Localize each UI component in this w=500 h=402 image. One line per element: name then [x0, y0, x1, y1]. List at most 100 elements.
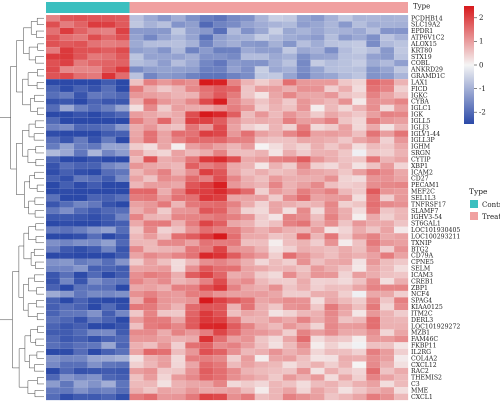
heatmap-cell [171, 156, 186, 163]
heatmap-cell [115, 265, 130, 272]
heatmap-cell [73, 239, 89, 247]
heatmap-cell [73, 367, 89, 375]
heatmap-cell [379, 59, 395, 67]
heatmap-cell [226, 130, 242, 138]
heatmap-cell [282, 181, 297, 189]
heatmap-cell [45, 168, 61, 176]
heatmap-cell [310, 149, 325, 157]
heatmap-cell [198, 79, 214, 86]
heatmap-cell [129, 380, 144, 388]
heatmap-cell [379, 297, 395, 305]
heatmap-cell [393, 85, 409, 93]
heatmap-cell [296, 14, 311, 22]
heatmap-cell [254, 168, 270, 176]
heatmap-cell [129, 290, 144, 298]
heatmap-cell [352, 252, 367, 260]
heatmap-cell [338, 252, 353, 260]
heatmap-cell [393, 329, 409, 337]
heatmap-cell [366, 46, 381, 54]
heatmap-cell [198, 284, 214, 292]
heatmap-cell [240, 91, 256, 99]
heatmap-cell [366, 111, 381, 118]
heatmap-cell [115, 40, 130, 48]
heatmap-cell [352, 104, 367, 112]
heatmap-cell [296, 226, 311, 234]
heatmap-cell [240, 85, 256, 93]
heatmap-cell [115, 149, 130, 157]
heatmap-cell [254, 290, 270, 298]
heatmap-cell [282, 387, 297, 394]
heatmap-cell [198, 117, 214, 125]
heatmap-cell [324, 104, 339, 112]
heatmap-cell [101, 297, 116, 305]
heatmap-cell [240, 181, 256, 189]
heatmap-cell [226, 322, 242, 330]
heatmap-cell [240, 374, 256, 382]
heatmap-cell [45, 79, 61, 86]
heatmap-cell [212, 354, 228, 362]
heatmap-cell [296, 354, 311, 362]
heatmap-cell [324, 297, 339, 305]
heatmap-cell [393, 162, 409, 170]
heatmap-cell [254, 34, 270, 41]
heatmap-cell [87, 85, 102, 93]
heatmap-cell [185, 220, 200, 228]
heatmap-cell [129, 226, 144, 234]
heatmap-cell [101, 393, 116, 401]
heatmap-cell [338, 220, 353, 228]
colorbar-tick-label: 2 [479, 14, 483, 22]
gene-label: ICAM3 [411, 272, 433, 279]
heatmap-cell [73, 46, 89, 54]
heatmap-cell [143, 188, 158, 195]
heatmap-cell [226, 85, 242, 93]
legend-title: Type [469, 187, 488, 196]
heatmap-cell [282, 258, 297, 266]
heatmap-cell [212, 393, 228, 401]
heatmap-cell [379, 117, 395, 125]
heatmap-cell [87, 367, 102, 375]
heatmap-cell [268, 374, 283, 382]
heatmap-cell [59, 213, 75, 221]
heatmap-cell [87, 181, 102, 189]
heatmap-cell [268, 200, 283, 208]
heatmap-cell [282, 117, 297, 125]
heatmap-cell [268, 149, 283, 157]
heatmap-cell [171, 374, 186, 382]
heatmap-cell [226, 290, 242, 298]
heatmap-cell [352, 149, 367, 157]
heatmap-cell [45, 136, 61, 144]
heatmap-cell [129, 258, 144, 266]
dendrogram-branch [37, 107, 44, 115]
heatmap-cell [45, 297, 61, 305]
heatmap-cell [143, 53, 158, 61]
heatmap-cell [101, 348, 116, 356]
heatmap-cell [338, 380, 353, 388]
heatmap-cell [87, 104, 102, 112]
heatmap-cell [366, 226, 381, 234]
heatmap-cell [366, 393, 381, 401]
heatmap-cell [296, 98, 311, 106]
heatmap-cell [324, 380, 339, 388]
heatmap-cell [226, 143, 242, 151]
heatmap-cell [352, 200, 367, 208]
heatmap-cell [59, 239, 75, 247]
heatmap-cell [366, 34, 381, 41]
heatmap-cell [171, 393, 186, 401]
gene-label: THEMIS2 [411, 375, 442, 382]
heatmap-cell [198, 104, 214, 112]
heatmap-cell [282, 271, 297, 279]
heatmap-cell [143, 233, 158, 240]
heatmap-cell [157, 361, 172, 369]
gene-label: STX19 [411, 54, 432, 61]
heatmap-cell [268, 72, 283, 80]
heatmap-cell [157, 162, 172, 170]
heatmap-cell [212, 207, 228, 215]
heatmap-cell [101, 85, 116, 93]
heatmap-cell [310, 91, 325, 99]
heatmap-cell [59, 265, 75, 272]
heatmap-cell [379, 316, 395, 324]
heatmap-cell [352, 98, 367, 106]
heatmap-cell [143, 181, 158, 189]
heatmap-cell [240, 149, 256, 157]
heatmap-cell [171, 258, 186, 266]
